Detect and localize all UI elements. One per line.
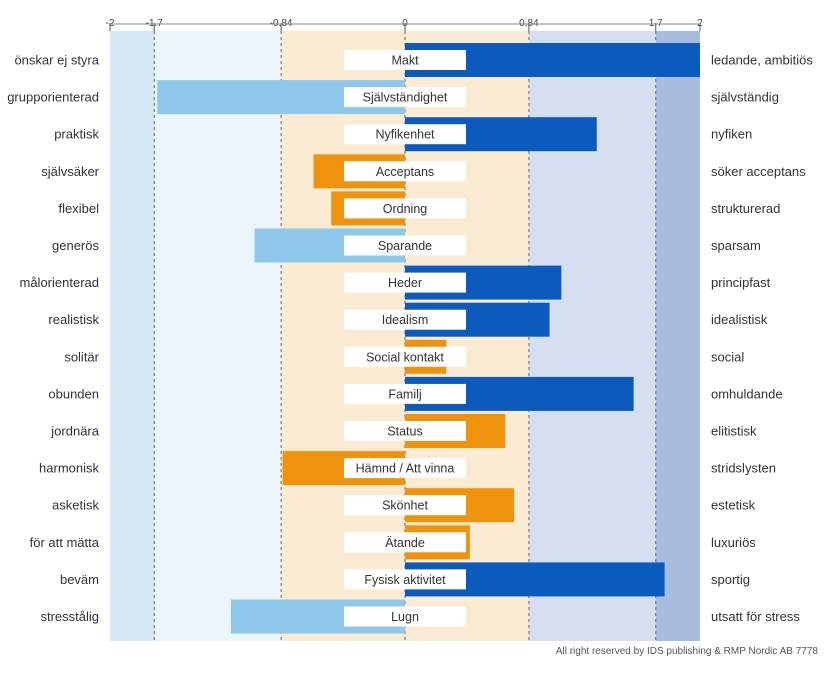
category-label-9: Familj: [388, 387, 421, 401]
category-label-10: Status: [387, 425, 422, 439]
category-label-box-3: [344, 161, 466, 182]
right-pole-label-6: principfast: [711, 275, 771, 290]
category-label-0: Makt: [391, 54, 419, 68]
left-pole-label-4: flexibel: [59, 201, 100, 216]
category-label-box-4: [344, 198, 466, 219]
right-pole-label-5: sparsam: [711, 238, 761, 253]
left-pole-label-1: grupporienterad: [7, 90, 99, 105]
right-pole-label-2: nyfiken: [711, 127, 752, 142]
left-pole-label-11: harmonisk: [39, 461, 99, 476]
copyright-footer: All right reserved by IDS publishing & R…: [555, 646, 818, 657]
right-pole-label-10: elitistisk: [711, 424, 757, 439]
category-label-box-9: [344, 383, 466, 404]
left-pole-label-15: stresstålig: [40, 609, 99, 624]
left-pole-label-5: generös: [52, 238, 99, 253]
right-pole-label-11: stridslysten: [711, 461, 776, 476]
left-pole-label-10: jordnära: [50, 424, 99, 439]
left-pole-label-2: praktisk: [54, 127, 99, 142]
left-pole-label-9: obunden: [48, 386, 99, 401]
category-label-2: Nyfikenhet: [375, 128, 435, 142]
right-pole-label-0: ledande, ambitiös: [711, 53, 813, 68]
left-pole-label-8: solitär: [64, 349, 99, 364]
category-label-11: Hämnd / Att vinna: [356, 462, 455, 476]
category-label-1: Självständighet: [363, 91, 448, 105]
left-pole-label-7: realistisk: [48, 312, 99, 327]
left-pole-label-14: beväm: [60, 572, 99, 587]
category-labels: Makt Självständighet Nyfikenhet Acceptans Or…: [344, 50, 466, 627]
category-label-13: Ätande: [385, 536, 425, 550]
category-label-box-6: [344, 272, 466, 293]
right-pole-label-1: självständig: [711, 90, 779, 105]
zone-0: [110, 31, 155, 641]
right-pole-label-9: omhuldande: [711, 386, 783, 401]
left-pole-label-6: målorienterad: [20, 275, 100, 290]
category-label-box-15: [344, 606, 466, 627]
left-pole-label-0: önskar ej styra: [14, 53, 99, 68]
zone-1: [154, 31, 282, 641]
left-pole-label-12: asketisk: [52, 498, 99, 513]
left-pole-labels: önskar ej styra grupporienterad praktisk sj…: [7, 53, 100, 625]
category-label-box-0: [344, 50, 466, 70]
category-label-box-10: [344, 421, 466, 441]
category-label-box-1: [344, 87, 466, 108]
category-label-5: Sparande: [378, 239, 432, 253]
right-pole-label-13: luxuriös: [711, 535, 756, 550]
left-pole-label-13: för att mätta: [30, 535, 100, 550]
right-pole-label-4: strukturerad: [711, 201, 780, 216]
tick-label-6: 2: [697, 18, 703, 29]
category-label-box-5: [344, 235, 466, 256]
category-label-box-8: [344, 346, 466, 367]
right-pole-label-12: estetisk: [711, 498, 756, 513]
right-pole-label-7: idealistisk: [711, 312, 768, 327]
left-pole-label-3: självsäker: [41, 164, 99, 179]
category-label-box-13: [344, 532, 466, 553]
category-label-12: Skönhet: [382, 499, 428, 513]
right-pole-label-8: social: [711, 349, 744, 364]
category-label-box-11: [344, 458, 466, 479]
category-label-box-14: [344, 569, 466, 590]
zone-4: [655, 31, 700, 641]
category-label-box-7: [344, 309, 466, 330]
category-label-7: Idealism: [382, 313, 429, 327]
category-label-6: Heder: [388, 276, 422, 290]
right-pole-label-3: söker acceptans: [711, 164, 806, 179]
axis-ticks: -2-1.7-0.8400.841.72: [106, 18, 703, 31]
category-label-box-12: [344, 495, 466, 516]
category-label-14: Fysisk aktivitet: [364, 573, 446, 587]
right-pole-labels: ledande, ambitiös självständig nyfiken söke…: [711, 53, 813, 625]
category-label-8: Social kontakt: [366, 350, 444, 364]
right-pole-label-15: utsatt för stress: [711, 609, 800, 624]
category-label-box-2: [344, 124, 466, 145]
category-label-3: Acceptans: [376, 165, 434, 179]
right-pole-label-14: sportig: [711, 572, 750, 587]
category-label-4: Ordning: [383, 202, 428, 216]
category-label-15: Lugn: [391, 610, 419, 624]
motivation-profile-chart: -2-1.7-0.8400.841.72 Makt Självständighet…: [7, 18, 813, 641]
